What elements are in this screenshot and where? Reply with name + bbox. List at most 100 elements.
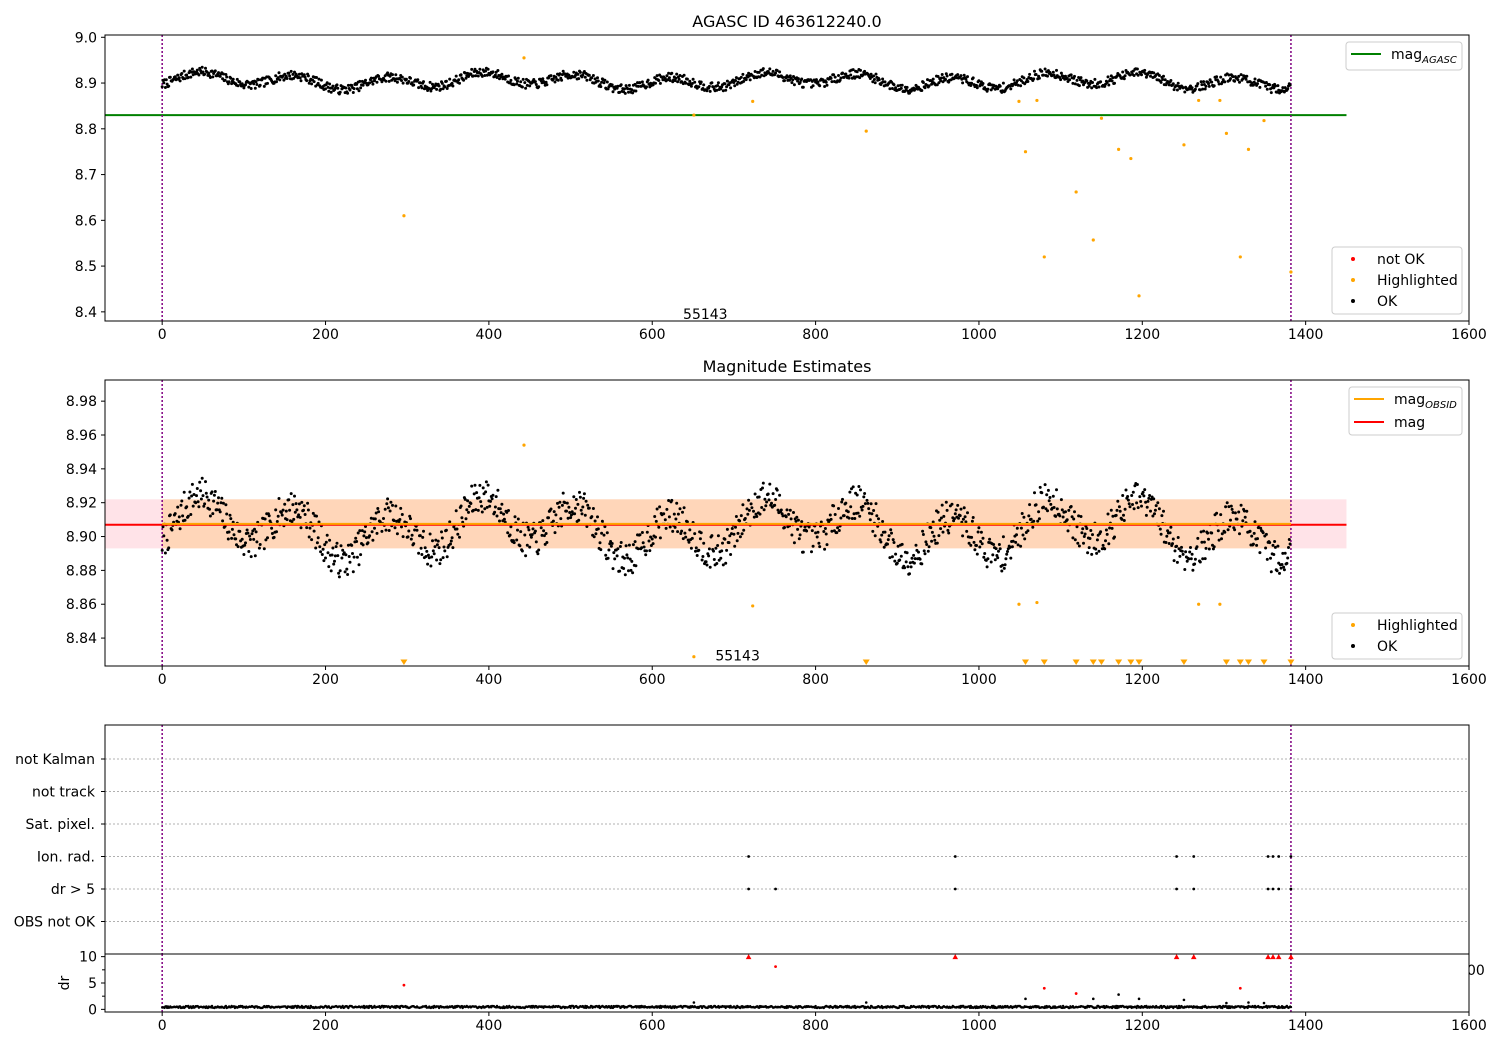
ok-point [1034,503,1038,507]
ok-point [352,87,356,91]
ok-point [810,550,813,554]
ok-point [351,570,355,574]
ok-point [410,81,414,85]
ok-point [536,552,540,556]
ok-point [408,514,412,518]
ok-point [925,543,929,546]
ok-point [1032,77,1036,81]
ok-point [1279,566,1283,570]
ok-point [734,79,737,82]
ok-point [1258,551,1262,555]
obsid-annotation: 55143 [683,307,728,323]
ok-point [1069,73,1073,77]
dr-ok-point [367,1006,370,1010]
ok-point [738,519,742,523]
ok-point [880,533,884,537]
highlighted-point [1182,143,1186,147]
ok-point [199,69,203,73]
ok-point [732,532,736,536]
ok-point [1110,526,1114,530]
ok-point [671,529,675,533]
ok-point [1046,74,1049,78]
ok-point [1198,88,1202,92]
ok-point [253,554,257,558]
ok-point [354,536,358,540]
ok-point [244,83,247,87]
ok-point [1097,549,1101,553]
ok-point [1116,499,1120,503]
ok-point [1016,543,1020,547]
ok-point [874,72,878,76]
ok-point [723,537,727,541]
mag-xtick-label: 800 [802,672,829,688]
ok-point [890,87,894,90]
ok-point [796,77,800,81]
ok-point [298,76,302,80]
ok-point [451,546,455,550]
ok-point [576,72,580,76]
ok-point [687,540,691,544]
ok-point [767,498,771,502]
ok-point [229,76,233,80]
ok-point [337,571,341,575]
ok-point [1128,505,1132,509]
clipped-tick-overlay: 00 [1467,963,1485,979]
ok-point [936,510,940,514]
ok-point [371,82,375,86]
ok-point [1128,73,1132,77]
ok-point [729,86,733,90]
ok-point [599,548,603,552]
ok-point [994,547,998,551]
ok-point [382,517,385,520]
ok-point [851,485,855,489]
ok-point [488,504,492,508]
ok-point [578,495,582,499]
ok-point [890,555,894,559]
ok-point [221,519,225,523]
ok-point [1087,546,1091,550]
ok-point [1237,510,1241,514]
ok-point [444,528,448,532]
ok-point [557,505,561,509]
ok-point [867,507,871,511]
ok-point [624,84,628,88]
ok-point [1094,547,1098,551]
ok-point [508,533,512,537]
ok-point [189,75,193,79]
ok-point [541,519,545,523]
ok-point [938,518,942,522]
ok-point [926,549,930,553]
ok-point [811,544,815,548]
ok-point [230,82,234,86]
ok-point [883,530,887,534]
ok-point [622,567,626,570]
ok-point [872,78,876,81]
ok-point [591,74,595,77]
ok-point [613,87,617,91]
ok-point [930,82,934,86]
ok-point [279,511,283,514]
ok-point [1286,556,1290,560]
ok-point [201,494,205,498]
ok-point [1190,86,1194,90]
ok-point [940,73,944,76]
flag-row-label: Sat. pixel. [26,817,95,833]
ok-point [613,557,617,561]
ok-point [1215,511,1219,515]
ok-point [682,506,686,510]
ok-point [1115,508,1119,512]
ok-point [847,76,851,80]
ok-point [293,70,296,74]
ok-point [645,85,648,89]
ok-point [742,528,746,532]
ok-point [267,514,271,518]
ok-point [900,542,904,546]
ok-point [764,504,768,508]
ok-point [811,84,815,88]
ok-point [266,536,269,540]
ok-point [776,508,780,512]
ok-point [730,527,734,530]
ok-point [342,551,346,555]
ok-point [616,547,620,551]
ok-point [1015,79,1019,83]
